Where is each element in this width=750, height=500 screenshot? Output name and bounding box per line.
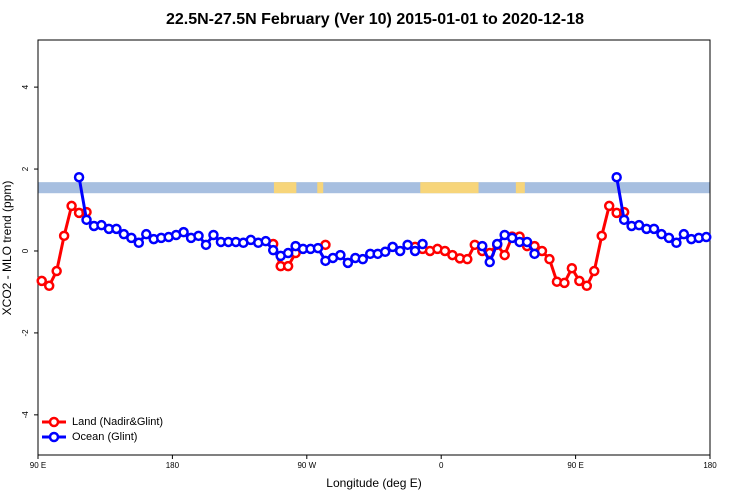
data-point [81, 214, 92, 226]
data-point [663, 232, 675, 244]
data-point [66, 200, 77, 212]
data-point [618, 214, 630, 226]
x-tick-label: 90 W [297, 461, 316, 470]
data-point [678, 228, 690, 240]
data-point [357, 253, 369, 265]
legend-marker [48, 416, 60, 428]
legend-label: Ocean (Glint) [72, 431, 137, 443]
x-tick-label: 180 [703, 461, 717, 470]
data-point [58, 230, 70, 242]
data-point [671, 237, 682, 249]
data-point [611, 171, 622, 183]
data-point [409, 245, 421, 257]
data-point [596, 230, 607, 242]
y-tick-label: -4 [21, 411, 30, 419]
data-point [529, 248, 540, 260]
data-point [484, 256, 495, 268]
data-point [178, 226, 189, 238]
data-point [589, 265, 600, 277]
data-point [491, 238, 503, 250]
data-point [200, 239, 212, 251]
data-point [260, 235, 271, 247]
y-axis-label: XCO2 - MLO trend (ppm) [0, 181, 14, 316]
data-point [379, 246, 391, 258]
data-point [559, 277, 570, 289]
land-band [515, 182, 525, 194]
chart-title: 22.5N-27.5N February (Ver 10) 2015-01-01… [166, 11, 584, 28]
data-point [133, 237, 145, 249]
data-point [499, 249, 510, 261]
data-point [51, 265, 62, 277]
data-point [462, 253, 473, 265]
x-tick-label: 90 E [567, 461, 583, 470]
data-point [282, 260, 294, 272]
data-point [193, 230, 204, 242]
data-point [544, 253, 555, 265]
data-point [439, 245, 451, 257]
data-point [402, 239, 413, 251]
data-point [111, 223, 122, 235]
data-point [312, 242, 324, 254]
land-band [317, 182, 324, 194]
x-tick-label: 180 [166, 461, 180, 470]
data-point [394, 245, 406, 257]
y-tick-label: 4 [21, 84, 30, 89]
x-tick-label: 0 [439, 461, 444, 470]
land-band [420, 182, 479, 194]
data-point [603, 200, 615, 212]
data-point [417, 238, 428, 250]
y-tick-label: 2 [21, 166, 30, 171]
data-point [574, 275, 585, 287]
ocean-band [38, 182, 710, 194]
x-tick-label: 90 E [30, 461, 46, 470]
data-point [141, 228, 152, 240]
data-point [477, 240, 488, 252]
data-point [387, 241, 398, 253]
y-tick-label: -2 [21, 329, 30, 337]
data-point [581, 280, 593, 292]
land-band [273, 182, 297, 194]
data-point [208, 229, 219, 241]
data-point [335, 249, 346, 261]
data-point [521, 236, 533, 248]
legend-marker [48, 431, 60, 443]
data-point [36, 275, 47, 287]
data-point [126, 232, 137, 244]
legend-label: Land (Nadir&Glint) [72, 416, 163, 428]
data-point [566, 262, 578, 274]
data-point [648, 223, 660, 235]
x-axis-label: Longitude (deg E) [326, 476, 421, 490]
data-point [506, 232, 518, 244]
data-point [267, 244, 279, 256]
y-tick-label: 0 [21, 248, 30, 253]
plot-frame [37, 39, 711, 456]
data-point [43, 280, 55, 292]
data-point [282, 247, 294, 259]
data-point [73, 171, 85, 183]
data-point [701, 231, 712, 243]
data-point [342, 257, 354, 269]
